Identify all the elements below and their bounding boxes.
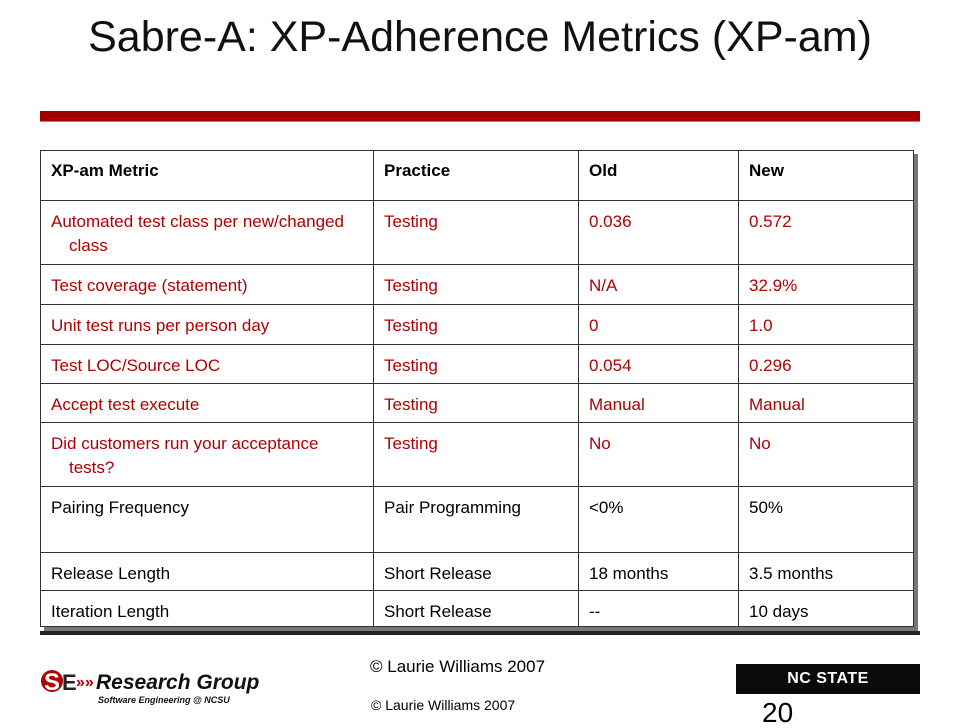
title-divider [40, 111, 920, 122]
old-cell: 18 months [578, 552, 739, 591]
metrics-table: XP-am Metric Practice Old New Automated … [40, 150, 914, 627]
table-header-row: XP-am Metric Practice Old New [40, 150, 914, 201]
metric-cell: Accept test execute [40, 383, 374, 423]
practice-text: Pair Programming [384, 498, 521, 517]
copyright-small: © Laurie Williams 2007 [371, 697, 516, 713]
metric-cell: Test coverage (statement) [40, 264, 374, 305]
university-logo: NC STATE UNIVERSITY [736, 664, 920, 717]
metric-cell: Did customers run your acceptance tests? [40, 422, 374, 487]
old-cell: <0% [578, 486, 739, 553]
metric-cell: Automated test class per new/changed cla… [40, 200, 374, 265]
old-cell: -- [578, 590, 739, 627]
header-new: New [738, 150, 914, 201]
practice-cell: Testing [373, 422, 579, 487]
logo-text: Research Group [96, 671, 260, 694]
new-cell: 1.0 [738, 304, 914, 345]
metric-cell: Unit test runs per person day [40, 304, 374, 345]
new-cell: 0.296 [738, 344, 914, 384]
header-metric: XP-am Metric [40, 150, 374, 201]
metric-text: Did customers run your acceptance tests? [51, 434, 319, 477]
old-cell: 0.054 [578, 344, 739, 384]
table-row: Test LOC/Source LOC Testing 0.054 0.296 [40, 344, 914, 384]
table-row: Test coverage (statement) Testing N/A 32… [40, 264, 914, 305]
metric-text: Automated test class per new/changed cla… [51, 212, 344, 255]
copyright-main: © Laurie Williams 2007 [370, 657, 546, 676]
metric-text: Iteration Length [51, 602, 170, 621]
new-cell: 3.5 months [738, 552, 914, 591]
metric-cell: Pairing Frequency [40, 486, 374, 553]
footer-divider [40, 631, 920, 635]
old-cell: 0 [578, 304, 739, 345]
new-cell: 10 days [738, 590, 914, 627]
metric-text: Unit test runs per person day [51, 316, 270, 335]
practice-cell: Pair Programming [373, 486, 579, 553]
old-cell: 0.036 [578, 200, 739, 265]
practice-cell: Testing [373, 304, 579, 345]
new-cell: 50% [738, 486, 914, 553]
practice-cell: Testing [373, 383, 579, 423]
page-number: 20 [762, 697, 794, 728]
practice-cell: Testing [373, 344, 579, 384]
practice-cell: Short Release [373, 552, 579, 591]
practice-cell: Short Release [373, 590, 579, 627]
old-cell: N/A [578, 264, 739, 305]
table-row: Accept test execute Testing Manual Manua… [40, 383, 914, 423]
old-cell: Manual [578, 383, 739, 423]
table-row: Did customers run your acceptance tests?… [40, 422, 914, 487]
old-cell: No [578, 422, 739, 487]
table-row: Automated test class per new/changed cla… [40, 200, 914, 265]
metric-text: Release Length [51, 564, 171, 583]
new-cell: No [738, 422, 914, 487]
new-cell: Manual [738, 383, 914, 423]
svg-text:S: S [44, 669, 60, 696]
svg-text:»»: »» [76, 674, 94, 691]
metric-text: Test coverage (statement) [51, 276, 248, 295]
metric-text: Pairing Frequency [51, 498, 189, 517]
practice-cell: Testing [373, 200, 579, 265]
table-row: Unit test runs per person day Testing 0 … [40, 304, 914, 345]
header-practice: Practice [373, 150, 579, 201]
metric-text: Accept test execute [51, 395, 200, 414]
table-row: Iteration Length Short Release -- 10 day… [40, 590, 914, 627]
table-row: Pairing Frequency Pair Programming <0% 5… [40, 486, 914, 553]
metric-text: Test LOC/Source LOC [51, 356, 221, 375]
research-group-logo: S E »» Research Group Software Engineeri… [41, 669, 260, 705]
metric-cell: Test LOC/Source LOC [40, 344, 374, 384]
table-row: Release Length Short Release 18 months 3… [40, 552, 914, 591]
header-old: Old [578, 150, 739, 201]
svg-text:E: E [62, 670, 77, 695]
new-cell: 32.9% [738, 264, 914, 305]
metric-cell: Release Length [40, 552, 374, 591]
metric-cell: Iteration Length [40, 590, 374, 627]
slide-title: Sabre-A: XP-Adherence Metrics (XP-am) [88, 13, 872, 61]
new-cell: 0.572 [738, 200, 914, 265]
logo-subtext: Software Engineering @ NCSU [98, 695, 230, 705]
practice-cell: Testing [373, 264, 579, 305]
